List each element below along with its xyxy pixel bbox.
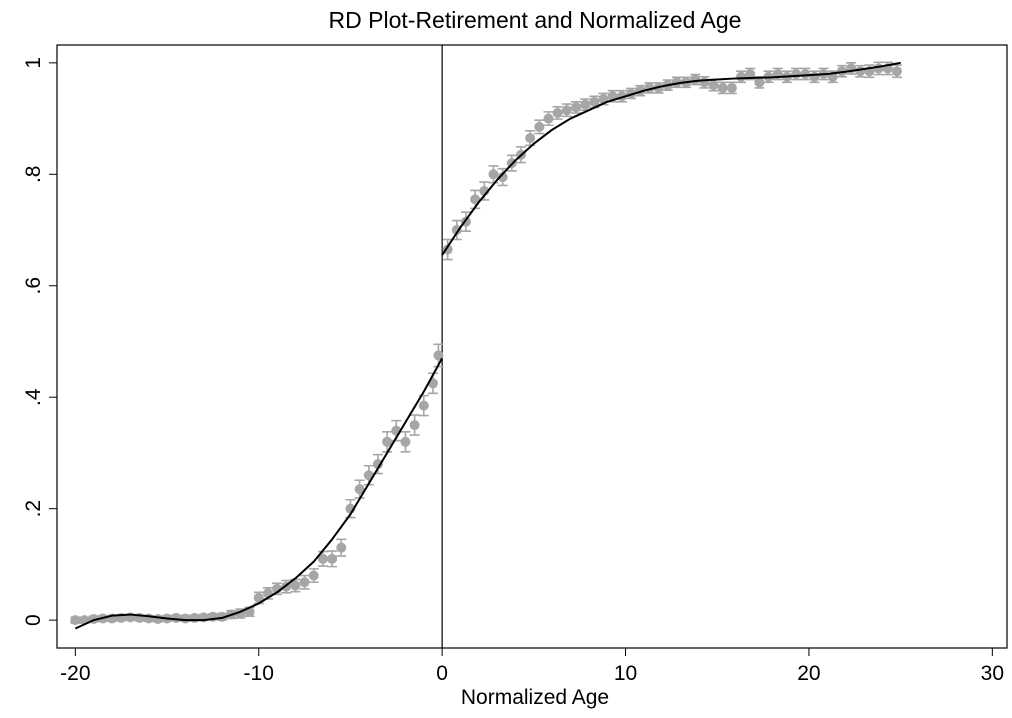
x-tick-label: -10 [244, 662, 274, 685]
point [809, 71, 820, 82]
point [690, 74, 701, 85]
fit-line [74, 61, 901, 630]
point [299, 577, 310, 588]
point [372, 459, 383, 470]
point [708, 80, 719, 91]
point [791, 68, 802, 79]
point [589, 96, 600, 107]
point [290, 580, 301, 591]
point [497, 172, 508, 183]
point [855, 66, 866, 77]
x-tick-label: -20 [60, 662, 90, 685]
point [800, 68, 811, 79]
point [354, 484, 365, 495]
point [726, 82, 737, 93]
point [571, 102, 582, 113]
x-tick-label: 10 [614, 662, 637, 685]
point [561, 105, 572, 116]
point [754, 77, 765, 88]
y-tick-label: .6 [22, 277, 45, 295]
point [317, 553, 328, 564]
point [409, 420, 420, 431]
x-tick-label: 20 [797, 662, 820, 685]
point [308, 570, 319, 581]
point [382, 436, 393, 447]
point [699, 77, 710, 88]
y-tick-label: 1 [22, 57, 45, 69]
point [217, 611, 228, 622]
point [253, 592, 264, 603]
point [543, 113, 554, 124]
point [70, 615, 81, 626]
point [152, 614, 163, 625]
x-tick-label: 0 [436, 662, 448, 685]
point [534, 121, 545, 132]
y-tick-label: .4 [22, 388, 45, 406]
x-axis-label: Normalized Age [461, 686, 609, 709]
point [470, 194, 481, 205]
chart-title: RD Plot-Retirement and Normalized Age [329, 7, 742, 33]
y-tick-label: .2 [22, 500, 45, 518]
point [580, 99, 591, 110]
y-tick-label: .8 [22, 166, 45, 184]
point [552, 107, 563, 118]
point [717, 82, 728, 93]
plot-frame [56, 44, 1008, 649]
point [327, 553, 338, 564]
y-tick-label: 0 [22, 614, 45, 626]
point [891, 66, 902, 77]
point [400, 436, 411, 447]
point [418, 400, 429, 411]
point [433, 350, 444, 361]
point [745, 68, 756, 79]
x-tick-label: 30 [981, 662, 1004, 685]
point [873, 63, 884, 74]
point [488, 169, 499, 180]
point [736, 71, 747, 82]
point [525, 133, 536, 144]
point [171, 612, 182, 623]
point [336, 542, 347, 553]
point [189, 612, 200, 623]
point [180, 613, 191, 624]
